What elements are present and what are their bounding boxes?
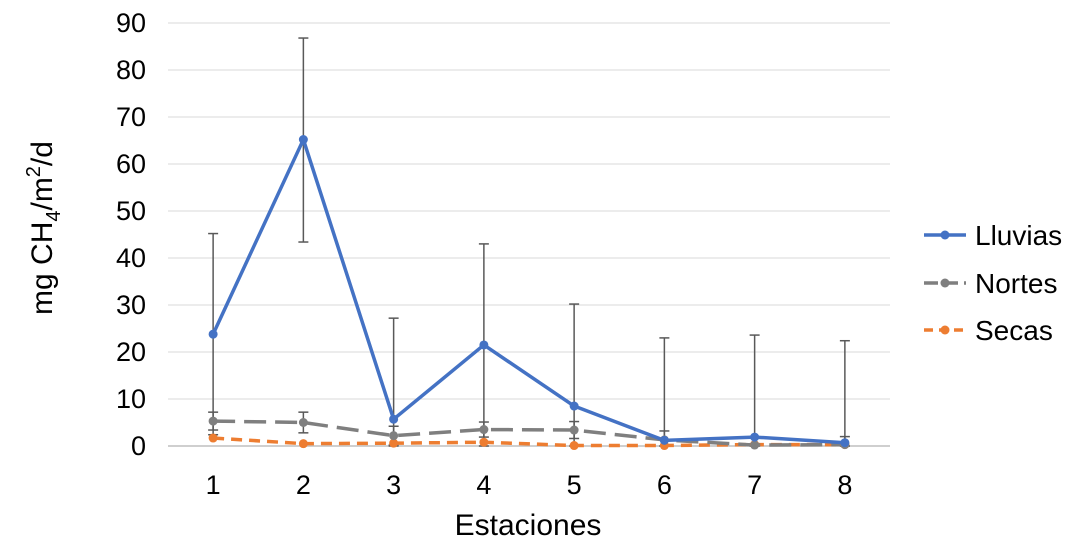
point-nortes-4 (479, 425, 489, 435)
data-points (208, 135, 850, 451)
error-bars (208, 37, 850, 447)
y-axis-title-middle: /m (26, 177, 59, 210)
point-secas-1 (208, 433, 218, 443)
point-secas-5 (569, 441, 579, 451)
legend-label-lluvias: Lluvias (975, 220, 1062, 251)
y-tick-label-50: 50 (116, 196, 146, 226)
gridlines (168, 22, 890, 447)
point-nortes-5 (569, 425, 579, 435)
point-lluvias-3 (389, 414, 399, 424)
legend-label-nortes: Nortes (975, 268, 1057, 299)
y-axis-title-suffix: /d (26, 141, 59, 166)
x-tick-label-1: 1 (206, 470, 221, 500)
y-tick-label-0: 0 (131, 431, 146, 461)
y-axis-title-subscript: 4 (43, 211, 65, 222)
point-lluvias-6 (659, 435, 669, 445)
y-tick-labels: 0 10 20 30 40 50 60 70 80 90 (116, 8, 146, 461)
point-nortes-3 (389, 431, 399, 441)
x-tick-label-7: 7 (747, 470, 762, 500)
legend-item-secas: Secas (924, 315, 1053, 346)
y-axis-title-superscript: 2 (23, 166, 45, 177)
point-secas-3 (389, 438, 399, 448)
point-nortes-1 (208, 416, 218, 426)
series-lines (211, 137, 845, 448)
y-axis-title-prefix: mg CH (26, 222, 59, 315)
x-tick-label-5: 5 (567, 470, 582, 500)
series-line-nortes (213, 419, 845, 447)
x-tick-label-2: 2 (296, 470, 311, 500)
error-bar-lluvias-8 (839, 339, 850, 447)
point-secas-4 (479, 437, 489, 447)
series-line-lluvias (211, 137, 845, 445)
x-tick-label-4: 4 (476, 470, 491, 500)
point-lluvias-2 (298, 135, 308, 145)
point-lluvias-7 (750, 432, 760, 442)
y-tick-label-10: 10 (116, 384, 146, 414)
error-bar-lluvias-6 (659, 337, 670, 447)
x-tick-labels: 1 2 3 4 5 6 7 8 (206, 470, 853, 500)
legend-marker-lluvias (940, 230, 950, 240)
legend: Lluvias Nortes Secas (924, 220, 1062, 346)
x-tick-label-3: 3 (386, 470, 401, 500)
point-lluvias-5 (569, 401, 579, 411)
y-tick-label-40: 40 (116, 243, 146, 273)
point-lluvias-4 (479, 340, 489, 350)
legend-label-secas: Secas (975, 315, 1053, 346)
legend-marker-secas (940, 325, 950, 335)
y-axis-title: mg CH4/m2/d (23, 141, 65, 315)
y-tick-label-60: 60 (116, 149, 146, 179)
x-axis-title: Estaciones (455, 509, 602, 542)
point-lluvias-8 (840, 438, 850, 448)
point-nortes-2 (298, 418, 308, 427)
y-tick-label-80: 80 (116, 55, 146, 85)
point-lluvias-1 (208, 329, 218, 339)
x-tick-label-6: 6 (657, 470, 672, 500)
y-tick-label-70: 70 (116, 102, 146, 132)
point-secas-2 (298, 439, 308, 449)
y-tick-label-20: 20 (116, 337, 146, 367)
y-tick-label-30: 30 (116, 290, 146, 320)
legend-marker-nortes (940, 278, 950, 288)
y-tick-label-90: 90 (116, 8, 146, 38)
legend-item-lluvias: Lluvias (924, 220, 1062, 251)
x-tick-label-8: 8 (837, 470, 852, 500)
legend-item-nortes: Nortes (924, 268, 1057, 299)
point-nortes-7 (750, 440, 760, 450)
